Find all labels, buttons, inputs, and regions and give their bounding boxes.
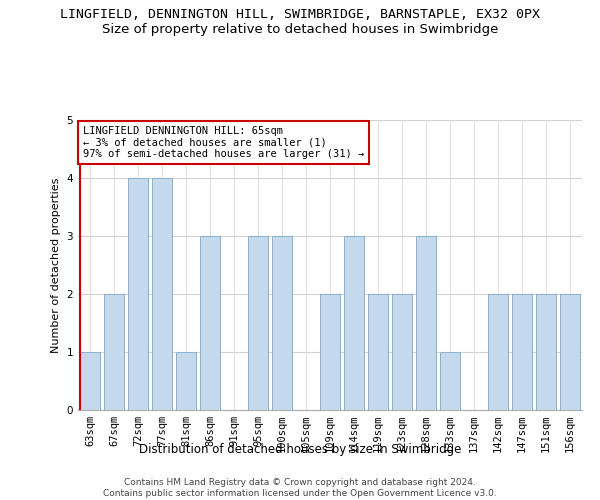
Text: Contains HM Land Registry data © Crown copyright and database right 2024.
Contai: Contains HM Land Registry data © Crown c… [103,478,497,498]
Text: LINGFIELD DENNINGTON HILL: 65sqm
← 3% of detached houses are smaller (1)
97% of : LINGFIELD DENNINGTON HILL: 65sqm ← 3% of… [83,126,364,159]
Y-axis label: Number of detached properties: Number of detached properties [51,178,61,352]
Bar [128,178,148,410]
Text: Size of property relative to detached houses in Swimbridge: Size of property relative to detached ho… [102,22,498,36]
Bar [200,236,220,410]
Bar [560,294,580,410]
Bar [272,236,292,410]
Bar [248,236,268,410]
Bar [536,294,556,410]
Text: LINGFIELD, DENNINGTON HILL, SWIMBRIDGE, BARNSTAPLE, EX32 0PX: LINGFIELD, DENNINGTON HILL, SWIMBRIDGE, … [60,8,540,20]
Bar [152,178,172,410]
Bar [80,352,100,410]
Bar [488,294,508,410]
Bar [392,294,412,410]
Bar [416,236,436,410]
Bar [344,236,364,410]
Bar [512,294,532,410]
Bar [368,294,388,410]
Bar [440,352,460,410]
Bar [104,294,124,410]
Bar [320,294,340,410]
Bar [176,352,196,410]
Text: Distribution of detached houses by size in Swimbridge: Distribution of detached houses by size … [139,442,461,456]
